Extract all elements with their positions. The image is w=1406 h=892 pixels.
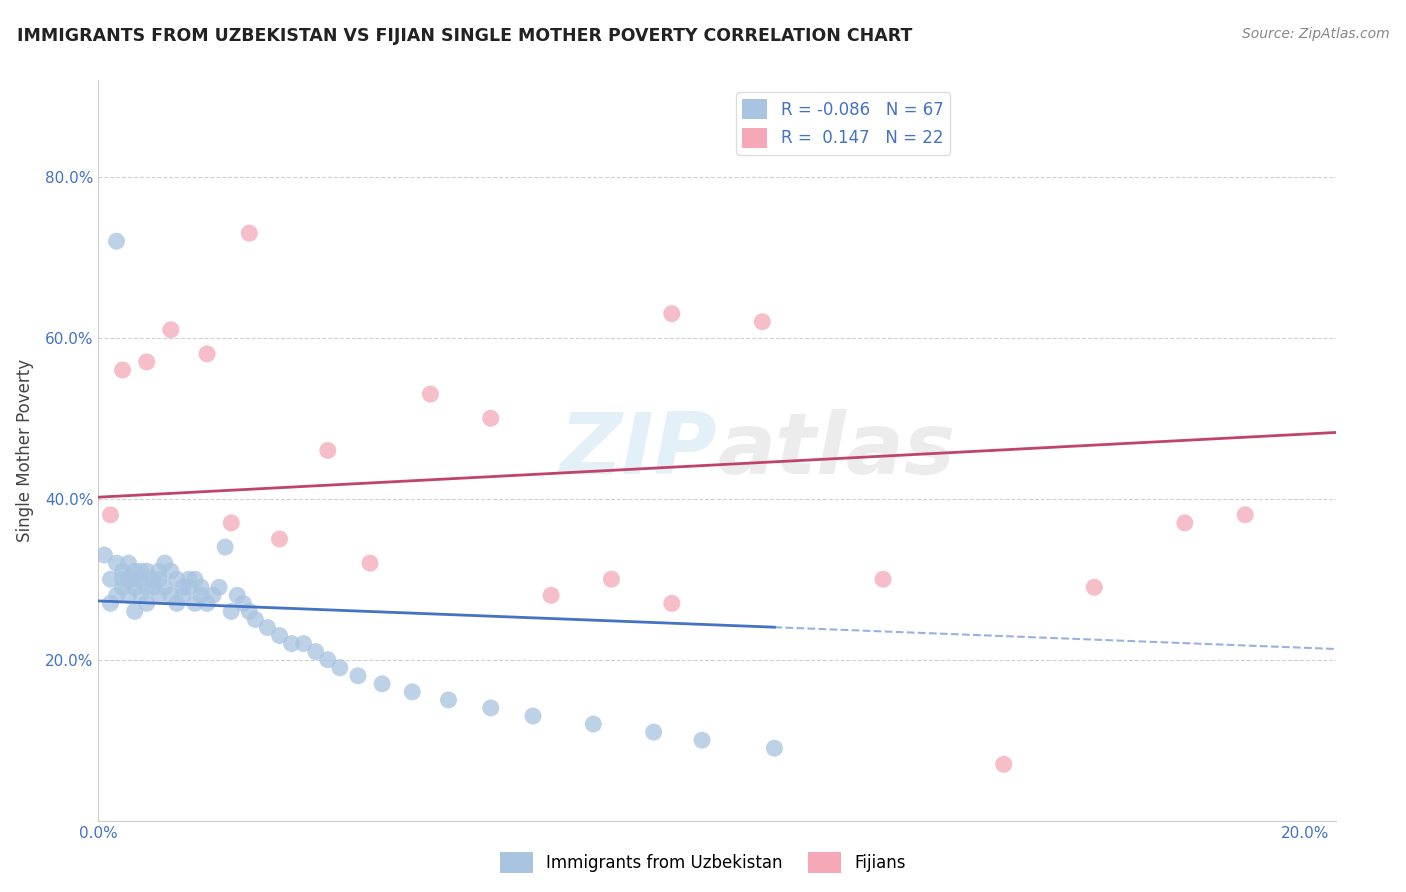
Point [111,564,134,578]
Point [401,685,423,699]
Point [124,604,146,618]
Point [269,532,291,546]
Point [347,669,370,683]
Point [661,596,683,610]
Point [105,234,128,248]
Point [219,604,242,618]
Point [135,564,157,578]
Point [195,596,218,610]
Point [316,653,339,667]
Point [148,564,170,578]
Point [93,548,115,562]
Point [226,588,249,602]
Point [195,347,218,361]
Point [256,620,278,634]
Point [117,588,139,602]
Text: Source: ZipAtlas.com: Source: ZipAtlas.com [1241,27,1389,41]
Point [540,588,562,602]
Point [329,661,352,675]
Point [142,572,165,586]
Point [129,564,152,578]
Point [280,637,302,651]
Point [124,564,146,578]
Point [600,572,623,586]
Text: ZIP: ZIP [560,409,717,492]
Point [148,572,170,586]
Point [111,572,134,586]
Point [190,588,212,602]
Point [172,588,194,602]
Point [690,733,713,747]
Point [129,572,152,586]
Point [177,580,200,594]
Point [184,572,207,586]
Point [208,580,231,594]
Point [100,508,122,522]
Point [166,572,188,586]
Point [124,580,146,594]
Point [135,355,157,369]
Point [316,443,339,458]
Text: atlas: atlas [717,409,955,492]
Legend: Immigrants from Uzbekistan, Fijians: Immigrants from Uzbekistan, Fijians [494,846,912,880]
Point [479,411,502,425]
Point [202,588,225,602]
Point [100,572,122,586]
Point [160,323,183,337]
Point [993,757,1015,772]
Point [219,516,242,530]
Point [190,580,212,594]
Y-axis label: Single Mother Poverty: Single Mother Poverty [15,359,34,542]
Point [184,596,207,610]
Point [105,556,128,570]
Point [111,363,134,377]
Point [661,307,683,321]
Point [111,580,134,594]
Point [177,572,200,586]
Point [129,588,152,602]
Point [172,580,194,594]
Point [763,741,786,756]
Point [1083,580,1105,594]
Point [160,564,183,578]
Text: IMMIGRANTS FROM UZBEKISTAN VS FIJIAN SINGLE MOTHER POVERTY CORRELATION CHART: IMMIGRANTS FROM UZBEKISTAN VS FIJIAN SIN… [17,27,912,45]
Point [117,556,139,570]
Point [479,701,502,715]
Point [166,596,188,610]
Point [582,717,605,731]
Point [148,588,170,602]
Point [751,315,773,329]
Point [160,588,183,602]
Point [153,580,176,594]
Point [371,677,394,691]
Point [245,612,267,626]
Point [124,572,146,586]
Point [238,226,260,240]
Point [1174,516,1197,530]
Point [419,387,441,401]
Point [437,693,460,707]
Point [117,572,139,586]
Point [872,572,894,586]
Point [135,596,157,610]
Point [269,628,291,642]
Point [238,604,260,618]
Point [522,709,544,723]
Point [292,637,315,651]
Point [232,596,254,610]
Point [359,556,381,570]
Point [1234,508,1257,522]
Point [105,588,128,602]
Point [305,645,328,659]
Legend: R = -0.086   N = 67, R =  0.147   N = 22: R = -0.086 N = 67, R = 0.147 N = 22 [735,92,950,154]
Point [135,580,157,594]
Point [142,580,165,594]
Point [643,725,665,739]
Point [100,596,122,610]
Point [153,556,176,570]
Point [214,540,236,554]
